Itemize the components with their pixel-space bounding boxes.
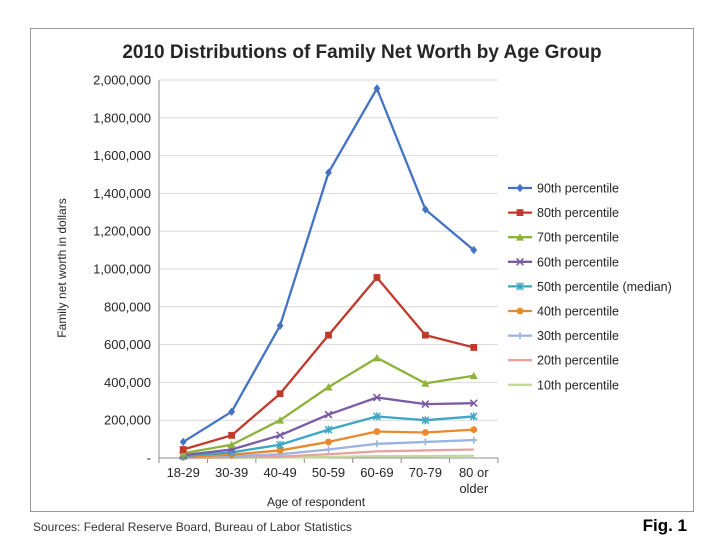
legend-marker bbox=[516, 257, 524, 266]
series-1 bbox=[179, 84, 478, 447]
data-point bbox=[469, 371, 478, 380]
legend-item: 90th percentile bbox=[508, 182, 619, 196]
legend-item: 50th percentile (median) bbox=[508, 280, 672, 294]
series-line bbox=[182, 276, 475, 451]
x-tick-label: 30-39 bbox=[215, 465, 248, 480]
sources-note: Sources: Federal Reserve Board, Bureau o… bbox=[33, 520, 352, 534]
data-point bbox=[469, 399, 478, 408]
x-tick-label: 50-59 bbox=[312, 465, 345, 480]
data-point bbox=[227, 440, 236, 449]
data-point bbox=[470, 426, 478, 434]
chart-frame bbox=[30, 28, 694, 512]
legend-label: 60th percentile bbox=[537, 255, 619, 269]
data-point bbox=[179, 446, 187, 453]
legend-item: 70th percentile bbox=[508, 231, 619, 245]
y-tick-label: 1,200,000 bbox=[93, 224, 151, 239]
data-point bbox=[228, 431, 236, 439]
data-point bbox=[470, 436, 478, 444]
x-tick-label: 60-69 bbox=[360, 465, 393, 480]
data-point bbox=[421, 400, 430, 409]
y-axis-label: Family net worth in dollars bbox=[55, 198, 69, 337]
legend-marker bbox=[516, 332, 524, 339]
figure-label: Fig. 1 bbox=[642, 516, 687, 535]
y-tick-label: 200,000 bbox=[104, 413, 151, 428]
data-point bbox=[325, 168, 332, 177]
data-point bbox=[469, 412, 478, 421]
legend-item: 30th percentile bbox=[508, 329, 619, 343]
x-tick-label: 18-29 bbox=[167, 465, 200, 480]
y-tick-label: 1,000,000 bbox=[93, 262, 151, 277]
legend-marker bbox=[516, 282, 524, 291]
data-point bbox=[373, 84, 381, 93]
data-point bbox=[228, 407, 236, 416]
legend-item: 10th percentile bbox=[508, 378, 619, 392]
y-tick-label: 600,000 bbox=[104, 337, 151, 352]
series-4 bbox=[179, 393, 478, 460]
y-tick-label: 1,600,000 bbox=[93, 148, 151, 163]
data-point bbox=[372, 393, 381, 402]
data-point bbox=[421, 438, 429, 446]
data-point bbox=[373, 428, 381, 435]
data-point bbox=[276, 390, 284, 398]
data-point bbox=[276, 447, 284, 454]
data-point bbox=[324, 410, 333, 419]
data-point bbox=[372, 412, 381, 421]
data-point bbox=[421, 429, 429, 436]
x-axis-label: Age of respondent bbox=[267, 495, 366, 509]
legend-label: 70th percentile bbox=[537, 231, 619, 245]
data-point bbox=[421, 205, 429, 214]
legend-label: 10th percentile bbox=[537, 378, 619, 392]
data-point bbox=[470, 245, 478, 255]
legend-marker bbox=[516, 307, 524, 315]
legend-item: 20th percentile bbox=[508, 354, 619, 368]
data-point bbox=[179, 437, 187, 447]
y-tick-label: 2,000,000 bbox=[93, 73, 151, 88]
y-tick-label: 800,000 bbox=[104, 299, 151, 314]
data-point bbox=[372, 353, 381, 362]
legend-label: 20th percentile bbox=[537, 354, 619, 368]
data-point bbox=[276, 431, 285, 440]
legend-marker bbox=[516, 233, 524, 241]
data-point bbox=[179, 449, 188, 457]
data-point bbox=[324, 383, 333, 391]
legend-item: 40th percentile bbox=[508, 305, 619, 319]
legend-label: 40th percentile bbox=[537, 305, 619, 319]
data-point bbox=[325, 331, 332, 339]
data-point bbox=[325, 438, 332, 446]
x-tick-label: 40-49 bbox=[263, 465, 296, 480]
data-point bbox=[325, 446, 332, 453]
series-3 bbox=[179, 353, 478, 457]
data-point bbox=[276, 321, 284, 330]
legend-marker bbox=[516, 209, 524, 216]
y-tick-label: 1,400,000 bbox=[93, 186, 151, 201]
data-point bbox=[421, 331, 429, 339]
data-point bbox=[421, 379, 430, 387]
data-point bbox=[324, 425, 333, 434]
legend-marker bbox=[516, 183, 524, 193]
legend-label: 50th percentile (median) bbox=[537, 280, 672, 294]
chart-title: 2010 Distributions of Family Net Worth b… bbox=[122, 42, 601, 63]
legend-item: 60th percentile bbox=[508, 255, 619, 269]
y-tick-label: 400,000 bbox=[104, 375, 151, 390]
legend-label: 30th percentile bbox=[537, 329, 619, 343]
data-point bbox=[373, 274, 381, 281]
series-2 bbox=[179, 274, 478, 453]
legend-label: 80th percentile bbox=[537, 206, 619, 220]
data-point bbox=[373, 440, 381, 448]
legend-item: 80th percentile bbox=[508, 206, 619, 220]
y-tick-label: - bbox=[147, 451, 151, 466]
x-tick-label: 80 or older bbox=[459, 465, 489, 496]
data-point bbox=[470, 344, 478, 351]
x-tick-label: 70-79 bbox=[409, 465, 442, 480]
data-point bbox=[421, 416, 430, 425]
legend-label: 90th percentile bbox=[537, 182, 619, 196]
data-point bbox=[276, 440, 285, 449]
y-tick-label: 1,800,000 bbox=[93, 110, 151, 125]
data-point bbox=[276, 416, 285, 424]
series-5 bbox=[179, 412, 478, 461]
